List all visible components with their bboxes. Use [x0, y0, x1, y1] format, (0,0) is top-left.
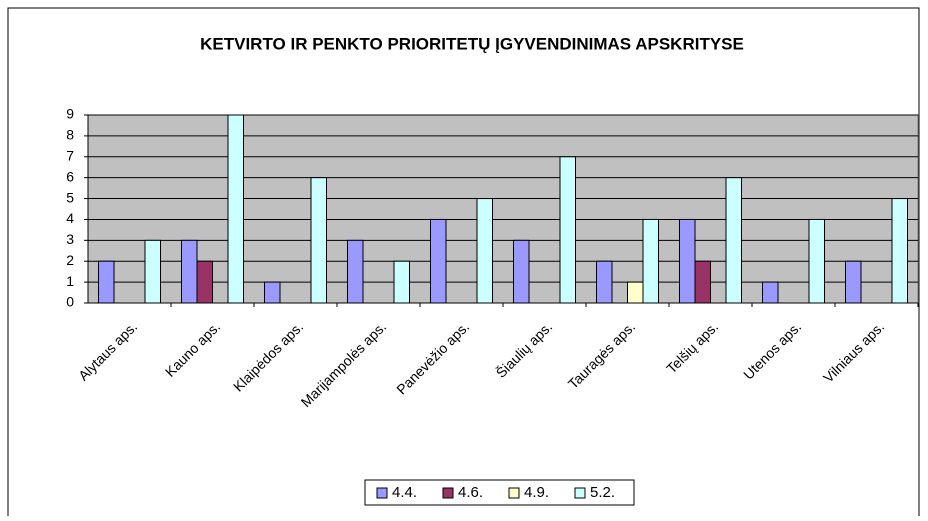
bar [476, 198, 493, 304]
legend-swatch [508, 487, 520, 499]
y-tick-label: 9 [66, 106, 74, 122]
bar [627, 281, 644, 304]
bar [98, 260, 115, 304]
y-tick-label: 0 [66, 294, 74, 310]
bar [642, 218, 659, 304]
legend-swatch [376, 487, 388, 499]
bar [196, 260, 213, 304]
bar [144, 239, 161, 304]
bar [513, 239, 530, 304]
legend-label: 4.4. [392, 484, 417, 501]
bar [310, 177, 327, 304]
bar [264, 281, 281, 304]
bar [762, 281, 779, 304]
plot-area [87, 114, 919, 304]
legend-swatch [574, 487, 586, 499]
y-tick-label: 7 [66, 147, 74, 163]
legend-label: 4.9. [524, 484, 549, 501]
legend-box [364, 479, 635, 506]
bar [808, 218, 825, 304]
y-tick-label: 2 [66, 252, 74, 268]
y-tick-label: 8 [66, 127, 74, 143]
bar [227, 114, 244, 304]
bar [679, 218, 696, 304]
bar [393, 260, 410, 304]
bar [694, 260, 711, 304]
legend-label: 5.2. [590, 484, 615, 501]
bar [845, 260, 862, 304]
legend-label: 4.6. [458, 484, 483, 501]
bar [891, 198, 908, 304]
bar [559, 156, 576, 304]
y-tick-label: 5 [66, 189, 74, 205]
bar [596, 260, 613, 304]
bar [347, 239, 364, 304]
y-tick-label: 6 [66, 168, 74, 184]
chart-title: KETVIRTO IR PENKTO PRIORITETŲ ĮGYVENDINI… [200, 34, 744, 53]
y-tick-label: 4 [66, 210, 74, 226]
bar [725, 177, 742, 304]
bar [181, 239, 198, 304]
y-tick-label: 1 [66, 273, 74, 289]
bar [430, 218, 447, 304]
legend-swatch [442, 487, 454, 499]
y-tick-label: 3 [66, 231, 74, 247]
